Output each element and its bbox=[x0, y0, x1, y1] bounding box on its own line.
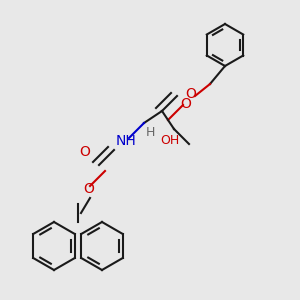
Text: NH: NH bbox=[116, 134, 136, 148]
Text: OH: OH bbox=[160, 134, 179, 148]
Text: O: O bbox=[83, 182, 94, 196]
Text: O: O bbox=[185, 88, 196, 101]
Text: O: O bbox=[181, 97, 191, 110]
Text: O: O bbox=[79, 145, 90, 158]
Text: H: H bbox=[145, 125, 155, 139]
